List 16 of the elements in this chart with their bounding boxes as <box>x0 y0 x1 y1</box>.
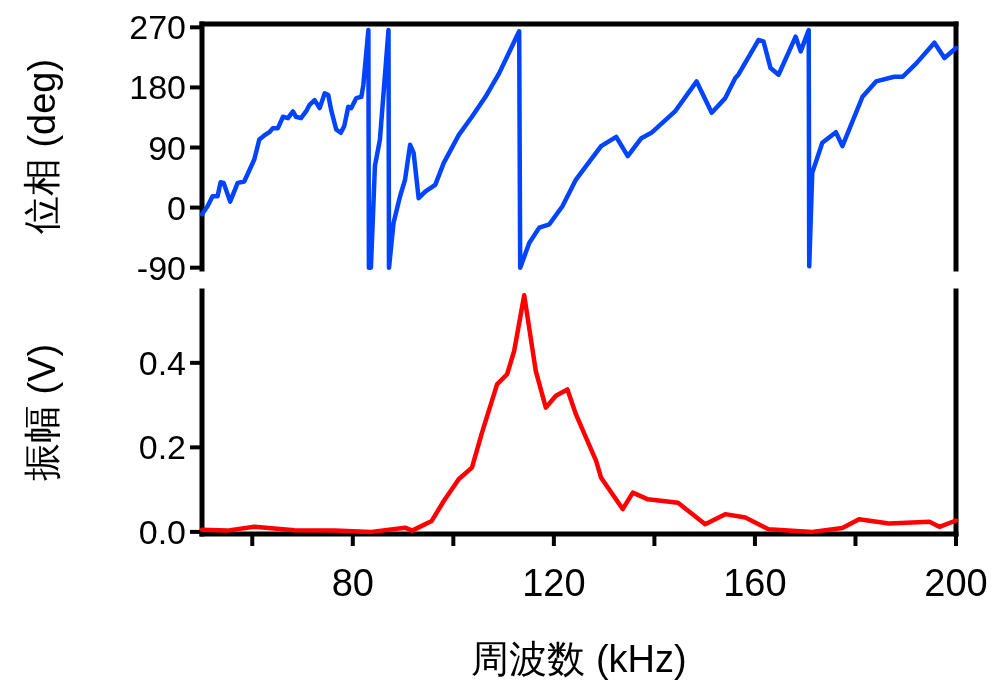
y-tick-label: -90 <box>136 248 186 287</box>
y-tick-label: 90 <box>148 128 186 167</box>
x-tick-label: 80 <box>331 562 374 604</box>
line-series <box>199 27 959 270</box>
x-axis-title: 周波数 (kHz) <box>471 638 687 680</box>
y-axis-title: 位相 (deg) <box>21 58 63 235</box>
x-tick-label: 200 <box>924 562 988 604</box>
y-tick-label: 0 <box>167 188 186 227</box>
y-tick-label: 180 <box>129 68 186 107</box>
y-tick-label: 0.0 <box>138 512 186 551</box>
y-tick-label: 270 <box>129 8 186 47</box>
y-tick-label: 0.4 <box>138 343 186 382</box>
x-tick-label: 120 <box>522 562 586 604</box>
x-tick-label: 160 <box>723 562 787 604</box>
y-tick-label: 0.2 <box>138 428 186 467</box>
y-axis-title: 振幅 (V) <box>21 343 63 482</box>
